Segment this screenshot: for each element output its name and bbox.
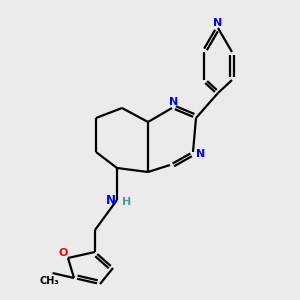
Text: O: O (58, 248, 68, 258)
Text: N: N (169, 97, 178, 107)
Text: N: N (213, 18, 223, 28)
Text: N: N (196, 149, 206, 159)
Text: H: H (122, 197, 132, 207)
Text: N: N (106, 194, 116, 206)
Text: CH₃: CH₃ (40, 276, 59, 286)
